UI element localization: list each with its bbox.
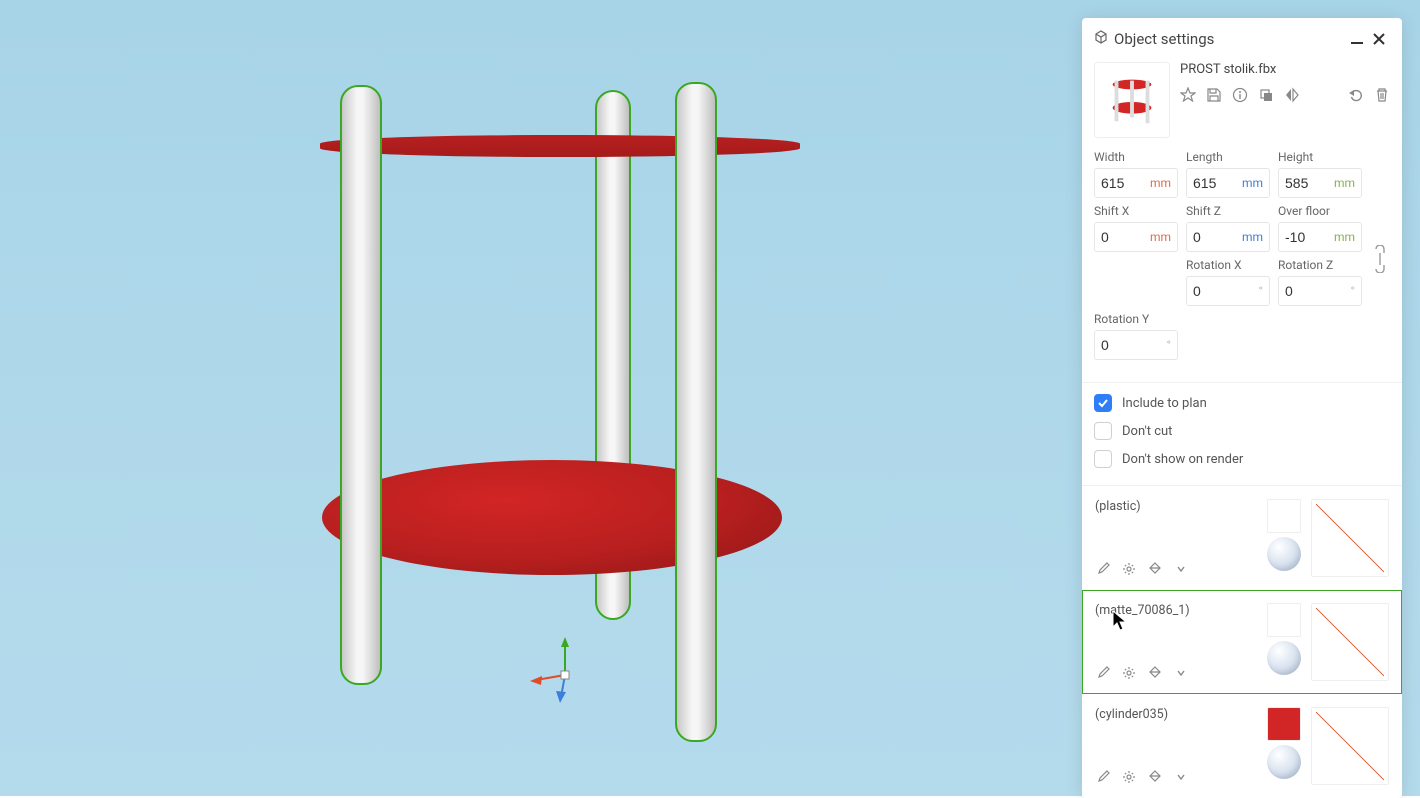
material-item[interactable]: (plastic) <box>1082 486 1402 590</box>
rotx-field[interactable]: ° <box>1186 276 1270 306</box>
link-dimensions-icon[interactable] <box>1370 245 1388 273</box>
material-curve-map[interactable] <box>1311 707 1389 785</box>
object-settings-panel: Object settings PROST stolik.fbx <box>1082 18 1402 798</box>
include-plan-label: Include to plan <box>1122 396 1207 411</box>
save-icon[interactable] <box>1206 87 1222 103</box>
checkbox-unchecked-icon <box>1094 450 1112 468</box>
object-icon <box>1094 30 1108 48</box>
width-input[interactable] <box>1101 175 1148 191</box>
eyedropper-icon[interactable] <box>1095 561 1111 577</box>
width-label: Width <box>1094 150 1178 164</box>
overfloor-field[interactable]: mm <box>1278 222 1362 252</box>
chevron-down-icon[interactable] <box>1173 769 1189 785</box>
height-input[interactable] <box>1285 175 1332 191</box>
width-field[interactable]: mm <box>1094 168 1178 198</box>
chevron-down-icon[interactable] <box>1173 665 1189 681</box>
height-field[interactable]: mm <box>1278 168 1362 198</box>
rotz-field[interactable]: ° <box>1278 276 1362 306</box>
mirror-icon[interactable] <box>1284 87 1300 103</box>
height-label: Height <box>1278 150 1362 164</box>
material-item[interactable]: (cylinder035) <box>1082 694 1402 798</box>
paint-icon[interactable] <box>1147 769 1163 785</box>
overfloor-unit: mm <box>1334 230 1355 244</box>
roty-unit: ° <box>1167 338 1171 352</box>
rotz-unit: ° <box>1351 284 1355 298</box>
material-curve-map[interactable] <box>1311 603 1389 681</box>
roty-label: Rotation Y <box>1094 312 1178 326</box>
checkbox-unchecked-icon <box>1094 422 1112 440</box>
panel-header: Object settings <box>1082 18 1402 58</box>
paint-icon[interactable] <box>1147 561 1163 577</box>
material-name: (cylinder035) <box>1095 707 1257 722</box>
checkbox-list: Include to plan Don't cut Don't show on … <box>1082 382 1402 485</box>
info-icon[interactable] <box>1232 87 1248 103</box>
leg-right <box>675 82 717 742</box>
length-label: Length <box>1186 150 1270 164</box>
shiftx-unit: mm <box>1150 230 1171 244</box>
viewport-3d[interactable]: Object settings PROST stolik.fbx <box>0 0 1420 796</box>
rotx-label: Rotation X <box>1186 258 1270 272</box>
rotz-label: Rotation Z <box>1278 258 1362 272</box>
object-row: PROST stolik.fbx <box>1082 58 1402 148</box>
material-preview-sphere[interactable] <box>1267 641 1301 675</box>
rotx-unit: ° <box>1259 284 1263 298</box>
dont-render-checkbox[interactable]: Don't show on render <box>1094 445 1390 473</box>
axis-gizmo[interactable] <box>530 635 600 705</box>
table-top-shelf <box>320 135 800 157</box>
close-button[interactable] <box>1368 28 1390 50</box>
gear-icon[interactable] <box>1121 769 1137 785</box>
material-preview-sphere[interactable] <box>1267 745 1301 779</box>
material-preview-sphere[interactable] <box>1267 537 1301 571</box>
dont-render-label: Don't show on render <box>1122 452 1243 467</box>
material-color-swatch[interactable] <box>1267 499 1301 533</box>
shiftz-label: Shift Z <box>1186 204 1270 218</box>
undo-icon[interactable] <box>1348 87 1364 103</box>
copy-icon[interactable] <box>1258 87 1274 103</box>
length-field[interactable]: mm <box>1186 168 1270 198</box>
overfloor-label: Over floor <box>1278 204 1362 218</box>
object-name: PROST stolik.fbx <box>1180 62 1390 77</box>
rotx-input[interactable] <box>1193 283 1257 299</box>
roty-field[interactable]: ° <box>1094 330 1178 360</box>
leg-left <box>340 85 382 685</box>
materials-list: (plastic) (matte_70086_1) <box>1082 485 1402 798</box>
material-name: (matte_70086_1) <box>1095 603 1257 618</box>
dimensions-grid: Width mm Length mm Height mm Shift X mm … <box>1082 148 1402 382</box>
shiftx-label: Shift X <box>1094 204 1178 218</box>
favorite-icon[interactable] <box>1180 87 1196 103</box>
shiftz-input[interactable] <box>1193 229 1240 245</box>
height-unit: mm <box>1334 176 1355 190</box>
gear-icon[interactable] <box>1121 665 1137 681</box>
chevron-down-icon[interactable] <box>1173 561 1189 577</box>
length-unit: mm <box>1242 176 1263 190</box>
width-unit: mm <box>1150 176 1171 190</box>
material-curve-map[interactable] <box>1311 499 1389 577</box>
material-item[interactable]: (matte_70086_1) <box>1082 590 1402 694</box>
scene-object[interactable] <box>300 80 820 760</box>
material-name: (plastic) <box>1095 499 1257 514</box>
shiftz-field[interactable]: mm <box>1186 222 1270 252</box>
eyedropper-icon[interactable] <box>1095 769 1111 785</box>
object-thumbnail[interactable] <box>1094 62 1170 138</box>
dont-cut-checkbox[interactable]: Don't cut <box>1094 417 1390 445</box>
shiftz-unit: mm <box>1242 230 1263 244</box>
include-plan-checkbox[interactable]: Include to plan <box>1094 389 1390 417</box>
rotz-input[interactable] <box>1285 283 1349 299</box>
dont-cut-label: Don't cut <box>1122 424 1172 439</box>
roty-input[interactable] <box>1101 337 1165 353</box>
eyedropper-icon[interactable] <box>1095 665 1111 681</box>
paint-icon[interactable] <box>1147 665 1163 681</box>
panel-title: Object settings <box>1114 30 1346 48</box>
material-color-swatch[interactable] <box>1267 603 1301 637</box>
delete-icon[interactable] <box>1374 87 1390 103</box>
overfloor-input[interactable] <box>1285 229 1332 245</box>
shiftx-input[interactable] <box>1101 229 1148 245</box>
length-input[interactable] <box>1193 175 1240 191</box>
material-color-swatch[interactable] <box>1267 707 1301 741</box>
gear-icon[interactable] <box>1121 561 1137 577</box>
shiftx-field[interactable]: mm <box>1094 222 1178 252</box>
minimize-button[interactable] <box>1346 28 1368 50</box>
checkbox-checked-icon <box>1094 394 1112 412</box>
